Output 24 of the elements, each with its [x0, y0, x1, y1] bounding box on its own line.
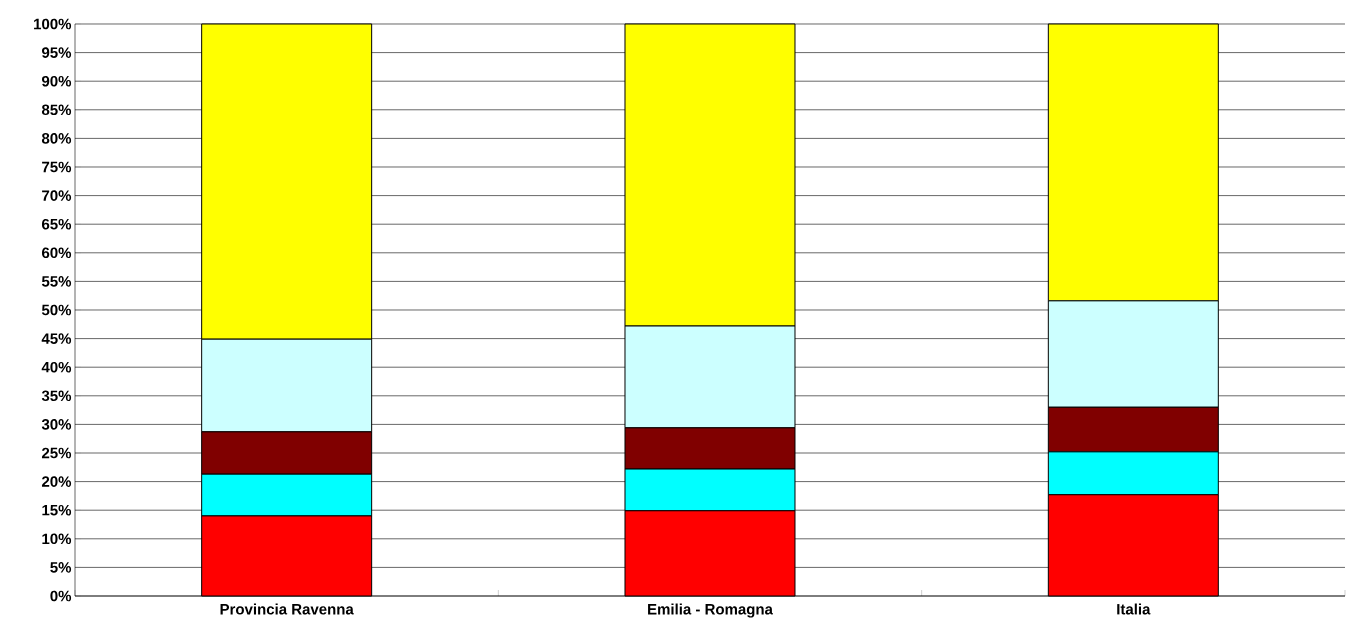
y-tick-label: 100%	[34, 18, 72, 30]
y-tick-label: 60%	[42, 247, 72, 259]
y-tick-label: 25%	[41, 447, 72, 459]
y-tick-label: 70%	[42, 190, 72, 201]
x-tick-label: Provincia Ravenna	[220, 603, 354, 615]
y-tick-label: 35%	[41, 390, 72, 402]
y-tick-label: 20%	[41, 476, 72, 487]
y-tick-label: 75%	[42, 161, 72, 173]
y-tick-label: 90%	[41, 75, 72, 87]
y-tick-label: 65%	[42, 218, 72, 230]
x-tick-label: Italia	[1117, 603, 1151, 615]
y-tick-label: 15%	[42, 504, 72, 516]
y-tick-label: 95%	[41, 47, 72, 58]
y-tick-label: 5%	[50, 562, 72, 573]
x-tick-label: Emilia - Romagna	[648, 603, 774, 618]
y-tick-label: 45%	[41, 333, 72, 344]
y-tick-label: 85%	[41, 104, 72, 116]
y-tick-label: 40%	[41, 361, 72, 373]
y-tick-label: 10%	[42, 533, 72, 545]
y-tick-label: 80%	[41, 133, 72, 144]
y-tick-label: 30%	[41, 419, 72, 430]
y-tick-label: 50%	[41, 304, 72, 316]
y-tick-label: 0%	[50, 590, 72, 602]
y-tick-label: 55%	[41, 276, 72, 287]
